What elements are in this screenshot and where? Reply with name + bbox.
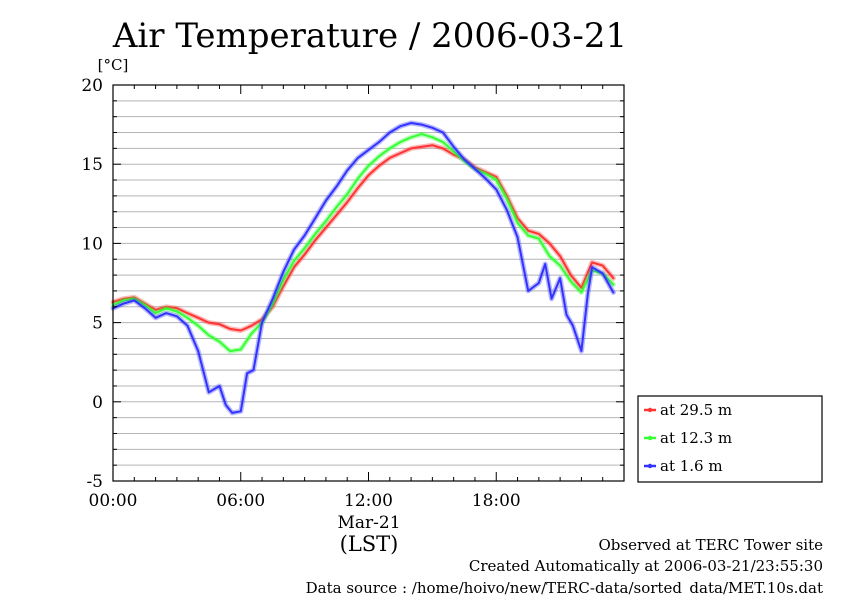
footer-observed: Observed at TERC Tower site [598,536,823,554]
y-axis-unit-label: [°C] [98,56,129,74]
x-axis: 00:00 06:00 12:00 18:00 [89,85,625,511]
y-tick-label: 15 [81,155,103,175]
y-tick-label: 10 [81,234,103,254]
series-line [112,133,615,353]
legend-box [637,395,823,483]
x-tick-label: 06:00 [216,491,265,511]
x-axis-date-label: Mar-21 [337,513,400,533]
legend-marker [647,435,653,441]
y-tick-label: -5 [86,472,103,492]
plot-series [110,120,616,416]
legend-marker [647,407,653,413]
y-tick-label: 0 [92,393,103,413]
legend: at 29.5 m at 12.3 m at 1.6 m [637,395,823,483]
footer-data-source: Data source : /home/hoivo/new/TERC-data/… [306,579,823,595]
x-tick-label: 00:00 [89,491,138,511]
y-axis: -5 0 5 10 15 20 [81,76,624,492]
series-line [112,122,615,414]
legend-label: at 12.3 m [660,429,732,447]
series-line-halo [110,120,616,416]
legend-marker [647,463,653,469]
y-tick-label: 20 [81,76,103,96]
x-tick-label: 12:00 [344,491,393,511]
chart-title: Air Temperature / 2006-03-21 [112,16,627,56]
grid-lines [113,100,624,466]
legend-label: at 1.6 m [660,457,723,475]
series-line [112,144,615,332]
footer-created: Created Automatically at 2006-03-21/23:5… [469,557,823,575]
x-axis-label: (LST) [340,532,399,556]
y-tick-label: 5 [92,314,103,334]
x-tick-label: 18:00 [472,491,521,511]
legend-label: at 29.5 m [660,401,732,419]
